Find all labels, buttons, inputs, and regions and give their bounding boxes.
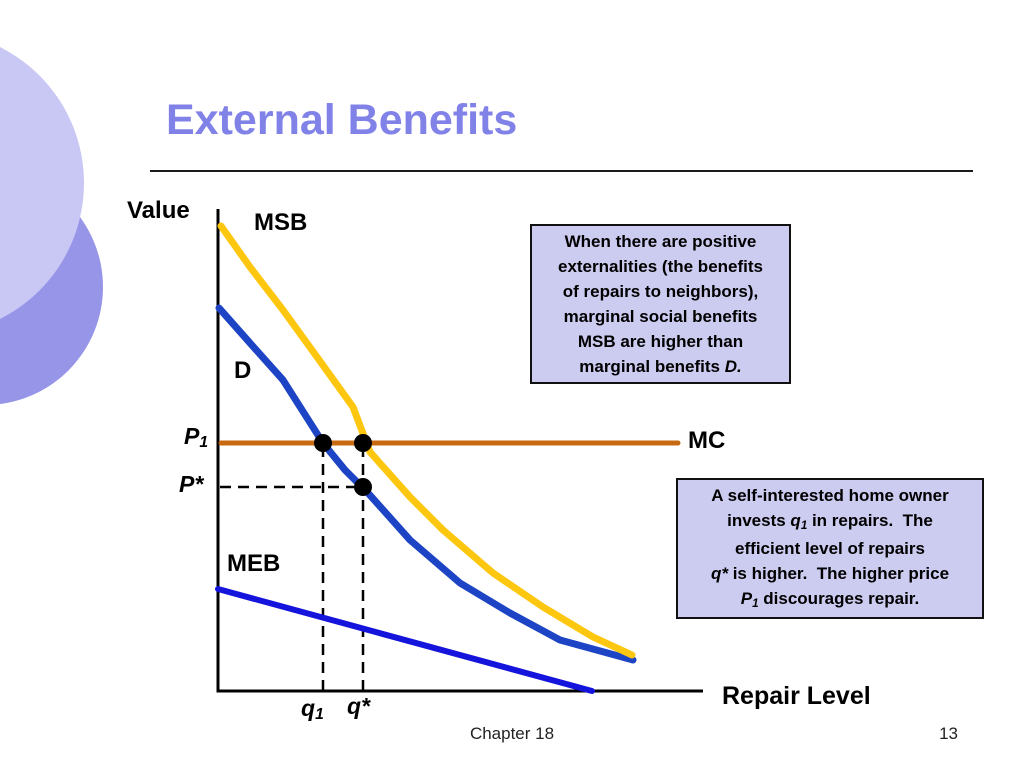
meb-curve-label: MEB <box>227 550 281 577</box>
callout-positive-externalities: When there are positive externalities (th… <box>530 224 791 384</box>
intersection-dot <box>354 478 372 496</box>
x-axis-label: Repair Level <box>722 682 871 710</box>
callout-line: MSB are higher than <box>577 332 744 351</box>
mc-curve-label: MC <box>688 427 726 454</box>
intersection-dot <box>354 434 372 452</box>
d-curve-label: D <box>234 357 252 384</box>
callout-line: A self-interested home owner <box>711 486 949 505</box>
callout-line: invests q1 in repairs. The <box>727 511 933 532</box>
footer-page-number: 13 <box>939 724 958 743</box>
callout-line: of repairs to neighbors), <box>562 282 759 301</box>
pstar-price-label: P* <box>179 471 204 497</box>
callout-line: P1 discourages repair. <box>740 589 920 610</box>
title-underline <box>150 170 973 172</box>
footer-chapter: Chapter 18 <box>469 724 555 743</box>
qstar-quantity-label: q* <box>347 693 370 719</box>
callout-self-interested-owner: A self-interested home owner invests q1 i… <box>676 478 984 619</box>
intersection-dot <box>314 434 332 452</box>
msb-curve-label: MSB <box>254 209 308 236</box>
q1-quantity-label: q1 <box>301 695 324 724</box>
meb-curve <box>215 586 595 694</box>
callout-line: efficient level of repairs <box>735 539 925 558</box>
callout-line: marginal benefits D. <box>579 357 742 376</box>
callout-line: marginal social benefits <box>563 307 758 326</box>
callout-line: When there are positive <box>564 232 757 251</box>
callout-line: externalities (the benefits <box>557 257 763 276</box>
slide-title: External Benefits <box>166 96 518 144</box>
callout-line: q* is higher. The higher price <box>710 564 950 583</box>
y-axis-label: Value <box>127 197 190 224</box>
p1-price-label: P1 <box>184 423 209 452</box>
